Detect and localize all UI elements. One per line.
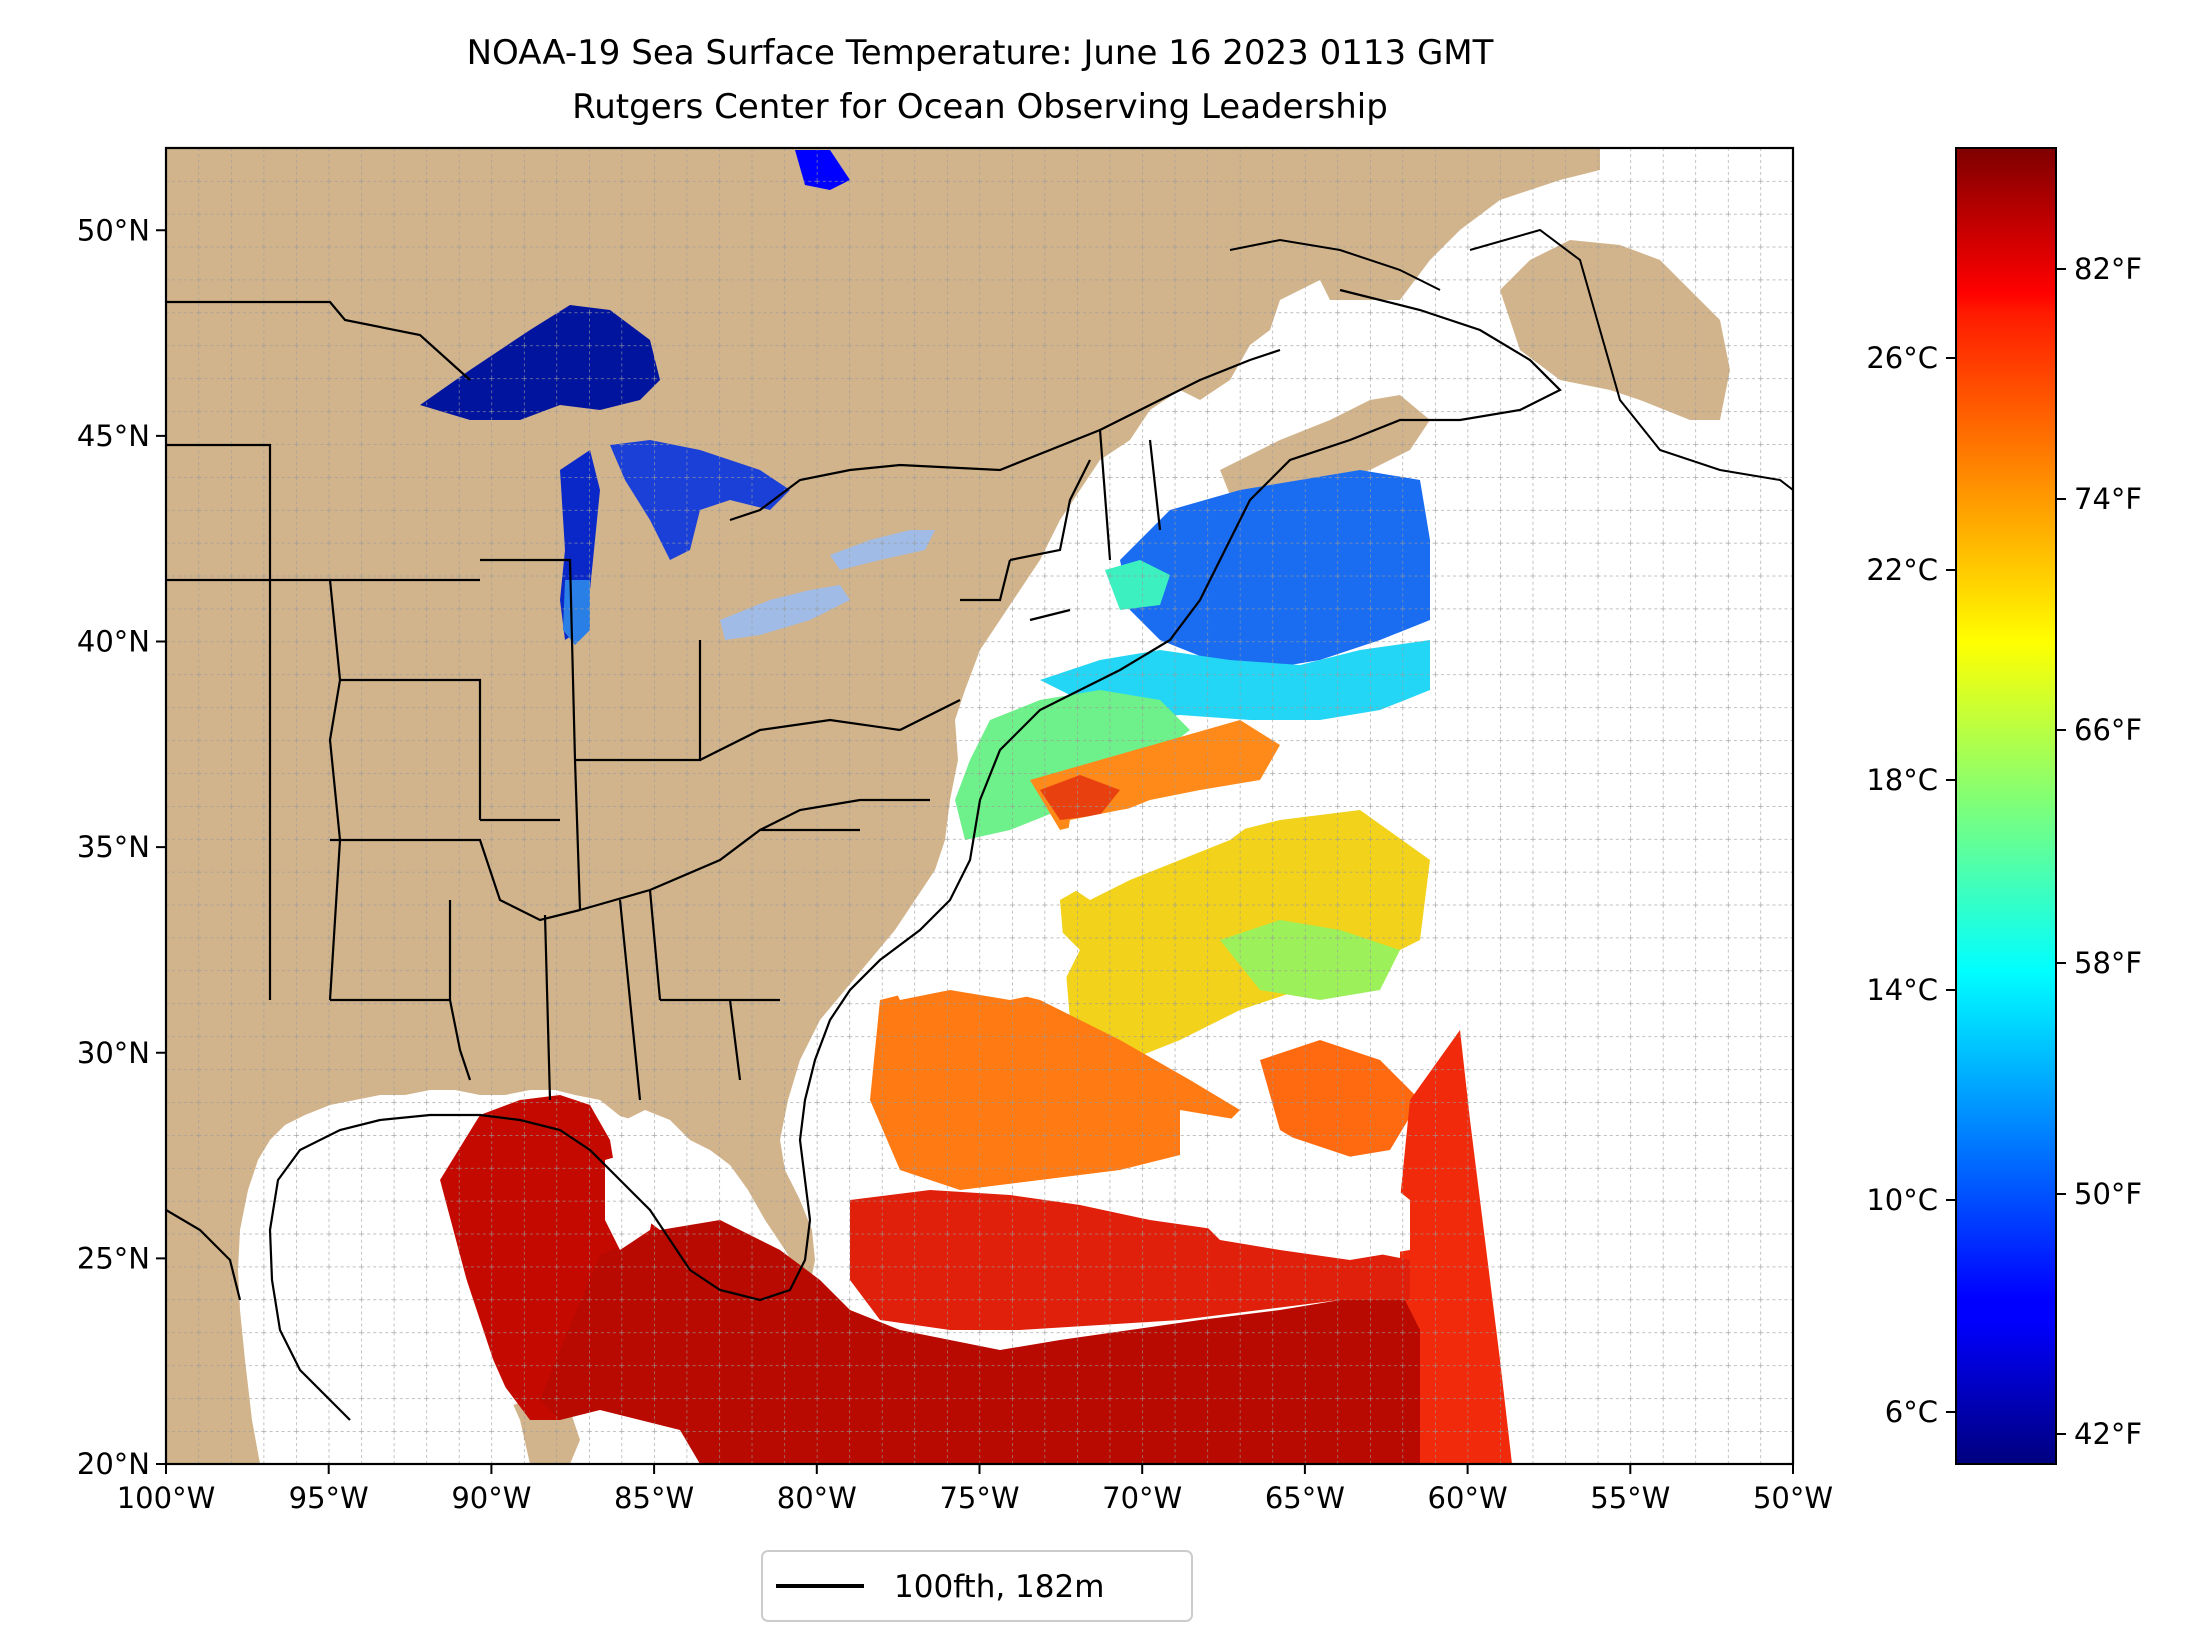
lon-tick-label: 65°W: [1265, 1481, 1345, 1515]
celsius-tick-label: 6°C: [1885, 1395, 1938, 1429]
lon-axis: 100°W 95°W 90°W 85°W 80°W 75°W 70°W 65°W 60°W 55°…: [117, 1464, 1833, 1515]
celsius-tick-label: 22°C: [1866, 553, 1938, 587]
lat-tick-label: 40°N: [77, 625, 150, 659]
celsius-tick-label: 14°C: [1866, 973, 1938, 1007]
fahrenheit-tick-label: 66°F: [2074, 713, 2142, 747]
fahrenheit-tick-label: 58°F: [2074, 946, 2142, 980]
contour-100fth-north: [1229, 228, 1793, 491]
celsius-tick-label: 26°C: [1866, 341, 1938, 375]
legend: 100fth, 182m: [761, 1550, 1193, 1622]
colorbar-gradient: [1955, 147, 2057, 1465]
lat-tick-label: 50°N: [77, 213, 150, 247]
lon-tick-label: 100°W: [117, 1481, 216, 1515]
border-mexico-us: [166, 1209, 242, 1301]
border-canada-us: [166, 300, 1281, 522]
lat-axis: 20°N 25°N 30°N 35°N 40°N 45°N 50°N: [77, 213, 166, 1481]
border-states-west: [166, 443, 342, 1001]
colorbar-fahrenheit-ticks: 82°F 74°F 66°F 58°F 50°F 42°F: [2056, 252, 2142, 1451]
lat-tick-label: 25°N: [77, 1241, 150, 1275]
lon-tick-label: 55°W: [1590, 1481, 1670, 1515]
border-states-central: [575, 640, 901, 1001]
fahrenheit-tick-label: 74°F: [2074, 482, 2142, 516]
border-states-midwest: [330, 558, 582, 922]
lon-tick-label: 85°W: [614, 1481, 694, 1515]
lon-tick-label: 70°W: [1102, 1481, 1182, 1515]
lon-tick-label: 50°W: [1753, 1481, 1833, 1515]
fahrenheit-tick-label: 42°F: [2074, 1417, 2142, 1451]
colorbar: 26°C 22°C 18°C 14°C 10°C 6°C 82°F 74°F 66°F 58°F…: [1866, 147, 2142, 1465]
lat-tick-label: 35°N: [77, 830, 150, 864]
colorbar-celsius-ticks: 26°C 22°C 18°C 14°C 10°C 6°C: [1866, 341, 1956, 1429]
map-title-line1: NOAA-19 Sea Surface Temperature: June 16…: [467, 33, 1494, 73]
legend-label: 100fth, 182m: [894, 1569, 1104, 1605]
celsius-tick-label: 18°C: [1866, 763, 1938, 797]
lat-tick-label: 30°N: [77, 1036, 150, 1070]
lat-tick-label: 20°N: [77, 1447, 150, 1481]
lon-tick-label: 80°W: [777, 1481, 857, 1515]
lon-tick-label: 60°W: [1428, 1481, 1508, 1515]
fahrenheit-tick-label: 82°F: [2074, 252, 2142, 286]
lat-tick-label: 45°N: [77, 419, 150, 453]
lon-tick-label: 90°W: [451, 1481, 531, 1515]
lon-tick-label: 75°W: [939, 1481, 1019, 1515]
celsius-tick-label: 10°C: [1866, 1183, 1938, 1217]
fahrenheit-tick-label: 50°F: [2074, 1177, 2142, 1211]
legend-box: [761, 1550, 1193, 1622]
map-title-line2: Rutgers Center for Ocean Observing Leade…: [572, 87, 1388, 127]
border-states-south: [330, 899, 780, 1101]
border-states-east: [860, 429, 1162, 802]
map-panel: [166, 148, 1793, 1464]
lon-tick-label: 95°W: [289, 1481, 369, 1515]
contour-100fth: [268, 288, 1562, 1421]
political-borders: [166, 300, 1281, 1301]
